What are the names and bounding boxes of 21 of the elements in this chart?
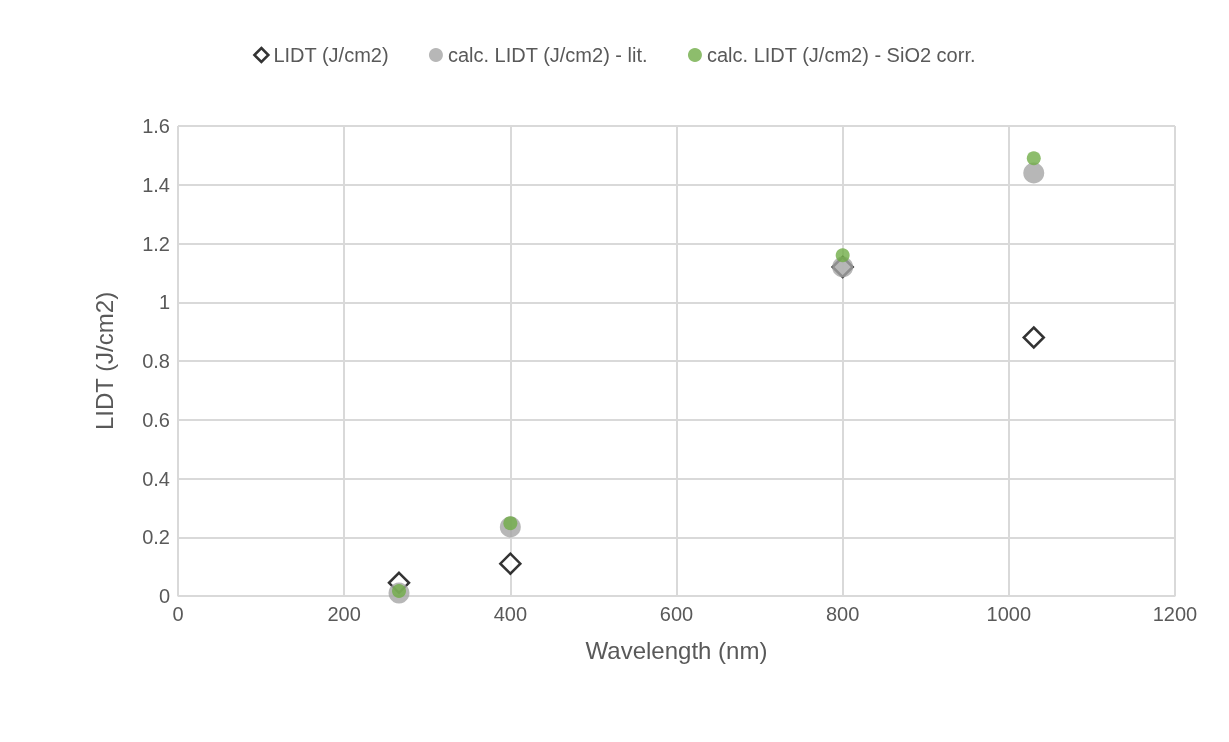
y-tick-label: 1: [158, 291, 170, 314]
y-tick-label: 1.2: [142, 232, 170, 255]
x-tick-label: 400: [493, 603, 528, 625]
y-tick-label: 0: [158, 585, 170, 607]
x-tick-label: 1200: [1152, 603, 1198, 625]
x-tick-label: 0: [172, 603, 184, 625]
x-tick-label: 600: [659, 603, 694, 625]
x-tick-label: 800: [825, 603, 860, 625]
x-tick-label: 200: [327, 603, 361, 625]
legend-label: LIDT (J/cm2): [273, 44, 389, 66]
legend-label: calc. LIDT (J/cm2) - SiO2 corr.: [706, 44, 976, 66]
y-tick-label: 1.4: [142, 173, 170, 196]
x-tick-label: 1000: [986, 603, 1032, 625]
y-tick-label: 0.2: [142, 526, 170, 549]
x-axis-title: Wavelength (nm): [585, 636, 768, 664]
legend-label: calc. LIDT (J/cm2) - lit.: [447, 44, 648, 66]
y-tick-label: 0.8: [142, 350, 170, 372]
y-tick-label: 0.6: [142, 408, 170, 431]
y-tick-label: 0.4: [142, 467, 170, 490]
y-axis-title: LIDT (J/cm2): [90, 291, 118, 431]
y-tick-label: 1.6: [142, 115, 170, 137]
